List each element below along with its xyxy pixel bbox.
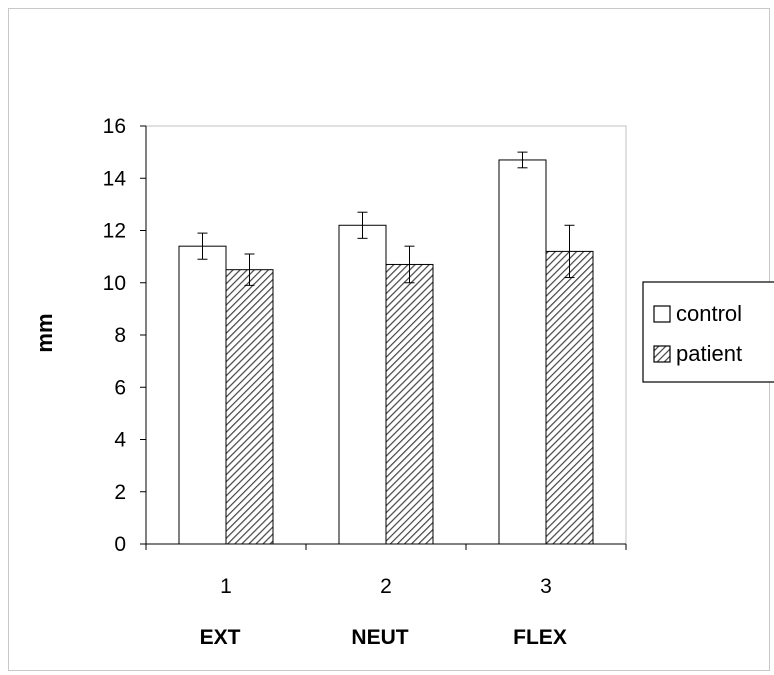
y-tick-label: 4 [114, 429, 126, 452]
bar-patient [225, 269, 274, 545]
legend-swatch-control [653, 305, 671, 323]
bar-patient [385, 263, 434, 545]
y-tick-label: 0 [114, 533, 126, 556]
legend-label-control: control [676, 301, 742, 326]
legend: control patient [642, 281, 774, 383]
x-tick-label: 3 [540, 575, 552, 598]
error-bars [197, 151, 575, 286]
legend-box [642, 281, 774, 383]
x-axis: 1 EXT 2 NEUT 3 FLEX [145, 543, 627, 649]
bar-control [498, 159, 547, 545]
y-axis-title: mm [32, 313, 57, 352]
y-tick-label: 14 [103, 167, 127, 190]
x-tick-label: 1 [220, 575, 232, 598]
y-tick-label: 2 [114, 481, 126, 504]
y-tick-label: 6 [114, 376, 126, 399]
category-name-label: EXT [200, 626, 241, 649]
bars [178, 159, 594, 545]
category-name-label: NEUT [351, 626, 408, 649]
category-name-label: FLEX [513, 626, 567, 649]
legend-label-patient: patient [676, 341, 742, 366]
y-axis: 0 2 4 6 8 10 12 14 16 [103, 115, 147, 556]
y-tick-label: 8 [114, 324, 126, 347]
legend-swatch-patient [653, 345, 671, 363]
bar-patient [545, 250, 594, 545]
y-tick-label: 16 [103, 115, 126, 138]
bar-control [338, 224, 387, 545]
y-tick-label: 12 [103, 220, 126, 243]
y-tick-label: 10 [103, 272, 126, 295]
bar-control [178, 245, 227, 545]
x-tick-label: 2 [380, 575, 392, 598]
